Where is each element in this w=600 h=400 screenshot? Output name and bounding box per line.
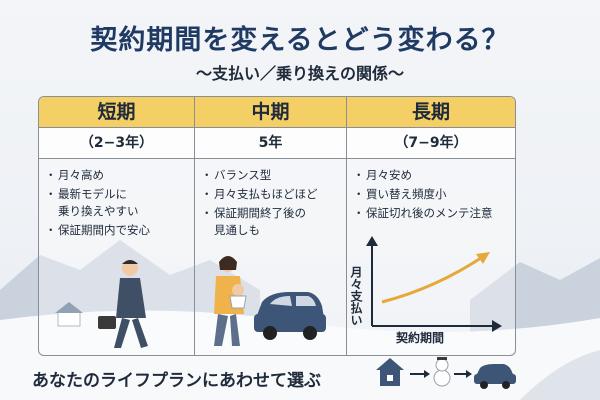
parent-with-baby-icon [214,256,247,346]
house-icon [55,302,83,327]
footer-icons [376,357,516,389]
page-title: 契約期間を変えるとどう変わる？ [90,25,510,56]
chart-ylabel: 月々支払い [349,266,363,326]
points-list: 月々高め 最新モデルに 乗り換えやすい 保証期間内で安心 [39,167,194,239]
chart-xlabel: 契約期間 [395,330,444,345]
page-subtitle: 〜支払い／乗り換えの関係〜 [195,64,404,83]
arrow-right-icon [410,370,430,378]
car-icon [254,292,326,340]
point-item: 保証期間終了後の 見通しも [201,205,346,239]
point-item: 月々安め [353,167,515,184]
column-short-term: 短期 （2−3年） 月々高め 最新モデルに 乗り換えやすい 保証期間内で安心 [39,97,195,355]
snowman-icon [433,357,451,387]
column-header: 長期 [347,97,515,128]
house-icon [376,358,404,386]
point-item: 月々支払もほどほど [201,186,346,203]
x-axis-arrow [492,320,502,332]
points-list: バランス型 月々支払もほどほど 保証期間終了後の 見通しも [195,167,346,239]
series-line [381,254,485,304]
footer-text: あなたのライフプランにあわせて選ぶ [32,371,321,391]
points-list: 月々安め 買い替え頻度小 保証切れ後のメンテ注意 [347,167,515,222]
point-item: 保証切れ後のメンテ注意 [353,205,515,222]
monthly-payment-chart: 月々支払い 契約期間 [349,236,502,345]
point-item: バランス型 [201,167,346,184]
column-long-term: 長期 （7−9年） 月々安め 買い替え頻度小 保証切れ後のメンテ注意 [347,97,515,355]
point-item: 買い替え頻度小 [353,186,515,203]
road [520,350,600,400]
car-icon [474,364,516,389]
column-mid-term: 中期 5年 バランス型 月々支払もほどほど 保証期間終了後の 見通しも [195,97,347,355]
column-term: （7−9年） [347,128,515,159]
column-term: 5年 [195,128,346,159]
point-item: 保証期間内で安心 [45,222,194,239]
column-term: （2−3年） [39,128,194,159]
businessman-icon [98,260,148,348]
column-header: 中期 [195,97,346,128]
series-arrow [476,252,490,264]
point-item: 月々高め [45,167,194,184]
column-header: 短期 [39,97,194,128]
arrow-right-icon [454,370,472,378]
point-item: 最新モデルに 乗り換えやすい [45,186,194,220]
y-axis-arrow [366,236,378,246]
